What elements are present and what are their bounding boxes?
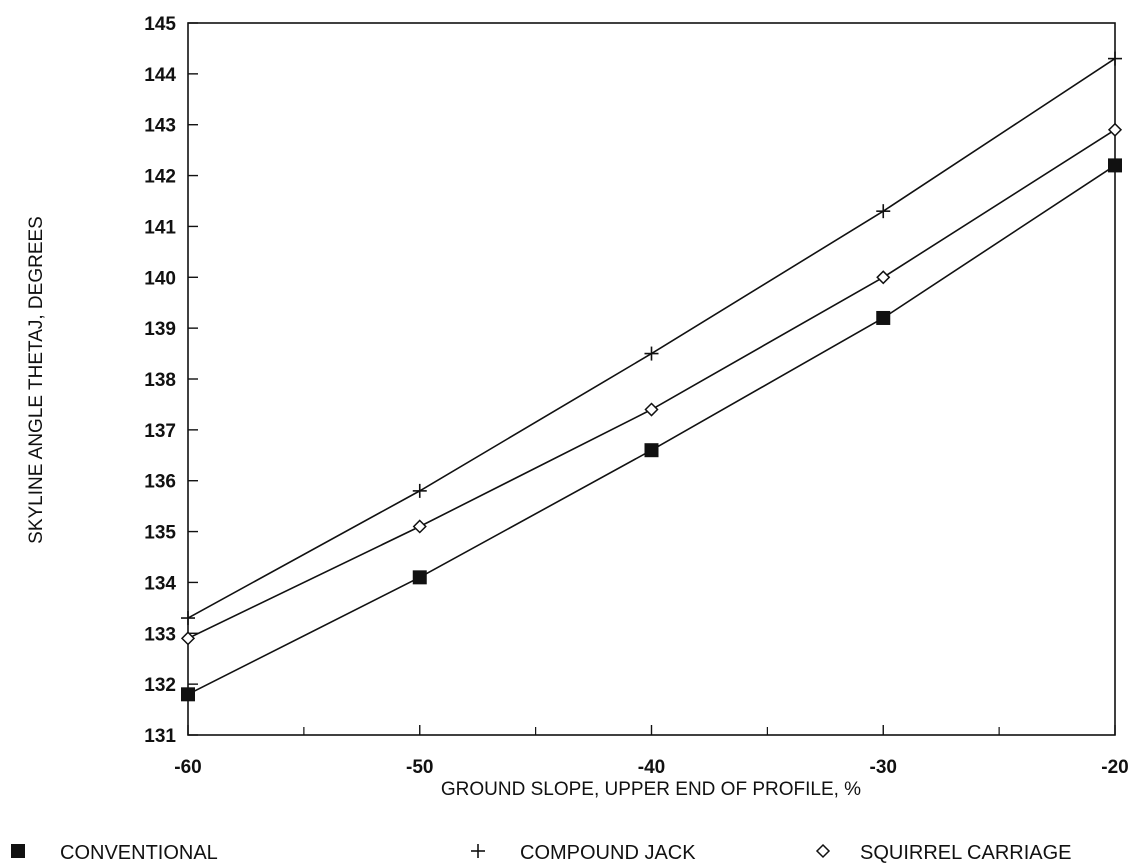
y-tick-label: 139 bbox=[144, 319, 176, 340]
x-axis-title: GROUND SLOPE, UPPER END OF PROFILE, % bbox=[441, 779, 861, 800]
x-tick-label: -60 bbox=[174, 757, 201, 778]
y-tick-label: 135 bbox=[144, 523, 176, 544]
y-tick-label: 144 bbox=[144, 65, 176, 86]
point-squirrel-carriage bbox=[644, 402, 659, 417]
y-tick-label: 142 bbox=[144, 167, 176, 188]
y-tick-label: 132 bbox=[144, 675, 176, 696]
x-tick-label: -30 bbox=[870, 757, 897, 778]
legend-label-compound-jack: COMPOUND JACK bbox=[520, 842, 696, 864]
y-tick-label: 141 bbox=[144, 217, 176, 238]
point-squirrel-carriage bbox=[1107, 122, 1123, 137]
y-tick-label: 131 bbox=[144, 726, 176, 747]
y-tick-label: 138 bbox=[144, 370, 176, 391]
point-conventional bbox=[876, 310, 891, 325]
x-tick-label: -40 bbox=[638, 757, 665, 778]
tick-labels: 131 132 133 134 135 136 137 138 139 140 141 142 143 1… bbox=[144, 14, 1128, 778]
ticks bbox=[187, 22, 1116, 736]
point-compound-jack bbox=[181, 611, 195, 626]
y-tick-label: 145 bbox=[144, 14, 176, 35]
point-compound-jack bbox=[412, 483, 427, 498]
legend-marker-conventional bbox=[11, 844, 25, 858]
point-compound-jack bbox=[876, 204, 891, 219]
x-tick-label: -50 bbox=[406, 757, 433, 778]
point-conventional bbox=[181, 687, 195, 702]
plot-frame bbox=[187, 22, 1116, 736]
x-tick-label: -20 bbox=[1101, 757, 1128, 778]
point-conventional bbox=[412, 570, 427, 585]
point-conventional bbox=[1108, 158, 1122, 173]
y-tick-label: 134 bbox=[144, 573, 176, 594]
point-squirrel-carriage bbox=[412, 519, 427, 534]
series-line-compound-jack bbox=[187, 57, 1116, 619]
point-squirrel-carriage bbox=[180, 631, 196, 646]
series-line-conventional bbox=[187, 164, 1116, 696]
point-conventional bbox=[644, 443, 659, 458]
y-tick-label: 140 bbox=[144, 268, 176, 289]
series-markers bbox=[180, 51, 1123, 702]
point-squirrel-carriage bbox=[876, 270, 891, 285]
y-tick-label: 133 bbox=[144, 624, 176, 645]
legend: CONVENTIONAL COMPOUND JACK SQUIRREL CARRIA… bbox=[11, 842, 1072, 864]
y-tick-label: 143 bbox=[144, 116, 176, 137]
legend-label-squirrel-carriage: SQUIRREL CARRIAGE bbox=[860, 842, 1072, 864]
point-compound-jack bbox=[1108, 51, 1122, 66]
series-lines bbox=[187, 57, 1116, 696]
y-tick-label: 136 bbox=[144, 472, 176, 493]
point-compound-jack bbox=[644, 346, 659, 361]
y-tick-label: 137 bbox=[144, 421, 176, 442]
legend-label-conventional: CONVENTIONAL bbox=[60, 842, 218, 864]
y-axis-title: SKYLINE ANGLE THETAJ, DEGREES bbox=[26, 216, 47, 544]
legend-marker-squirrel-carriage bbox=[815, 843, 831, 859]
series-line-squirrel-carriage bbox=[187, 129, 1116, 640]
legend-marker-compound-jack bbox=[471, 844, 485, 858]
